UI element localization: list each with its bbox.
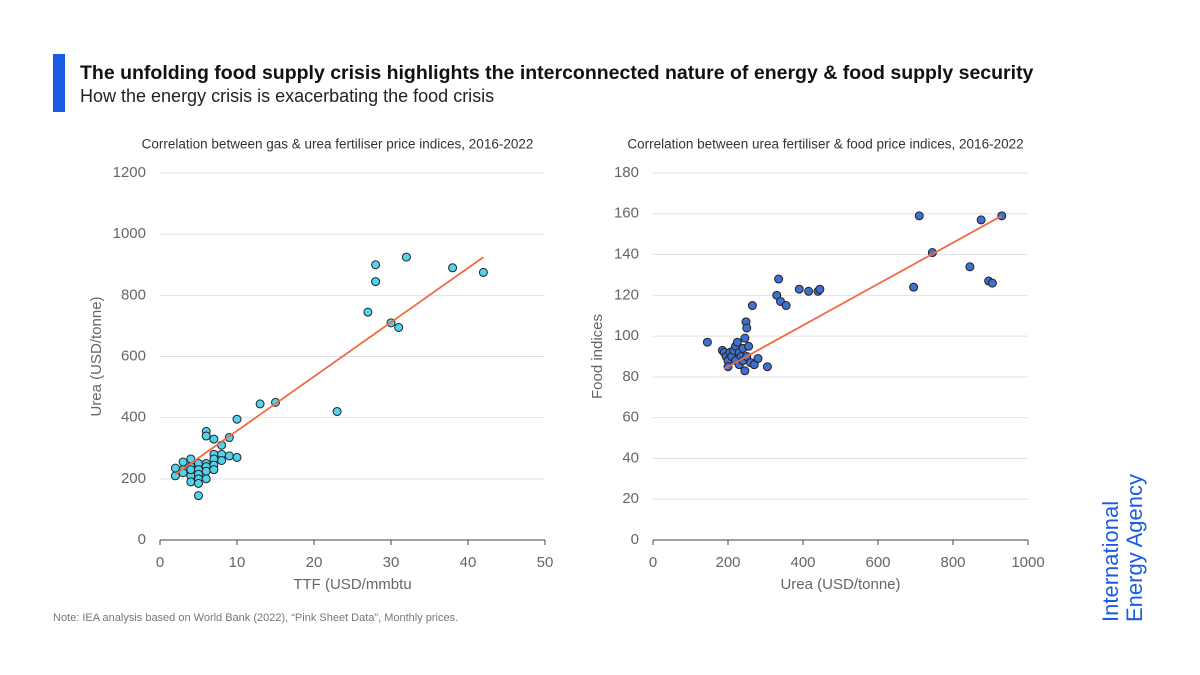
x-tick-label: 0 <box>649 554 657 571</box>
x-axis-label: Urea (USD/tonne) <box>780 576 900 593</box>
x-tick-label: 600 <box>865 554 890 571</box>
scatter-point <box>815 284 825 294</box>
x-tick-label: 800 <box>940 554 965 571</box>
scatter-point <box>401 252 411 262</box>
scatter-point <box>740 333 750 343</box>
chart-title: Correlation between urea fertiliser & fo… <box>627 137 1023 152</box>
scatter-point <box>742 323 752 333</box>
scatter-point <box>332 407 342 417</box>
scatter-point <box>186 465 196 475</box>
scatter-point <box>217 455 227 465</box>
scatter-point <box>371 277 381 287</box>
scatter-point <box>753 354 763 364</box>
x-tick-label: 30 <box>383 554 400 571</box>
scatter-point <box>732 337 742 347</box>
scatter-point <box>209 465 219 475</box>
scatter-point <box>186 477 196 487</box>
scatter-point <box>201 431 211 441</box>
y-tick-label: 0 <box>631 531 639 548</box>
scatter-point <box>747 301 757 311</box>
y-tick-label: 600 <box>121 347 146 364</box>
y-tick-label: 120 <box>614 286 639 303</box>
scatter-point <box>774 274 784 284</box>
scatter-point <box>804 286 814 296</box>
scatter-point <box>914 211 924 221</box>
x-tick-label: 20 <box>306 554 323 571</box>
trend-line <box>723 215 1003 370</box>
y-tick-label: 0 <box>138 531 146 548</box>
y-tick-label: 1200 <box>113 164 146 181</box>
logo: International Energy Agency <box>1098 474 1147 622</box>
y-tick-label: 40 <box>622 449 639 466</box>
scatter-point <box>987 278 997 288</box>
y-tick-label: 20 <box>622 490 639 507</box>
x-tick-label: 10 <box>229 554 246 571</box>
scatter-point <box>976 215 986 225</box>
scatter-point <box>740 366 750 376</box>
scatter-point <box>702 337 712 347</box>
logo-line: Energy Agency <box>1122 474 1147 622</box>
x-axis-label: TTF (USD/mmbtu <box>293 576 411 593</box>
y-tick-label: 100 <box>614 327 639 344</box>
accent-bar <box>53 54 65 112</box>
y-axis-label: Food indices <box>589 314 606 399</box>
scatter-point <box>194 478 203 488</box>
page-title: The unfolding food supply crisis highlig… <box>80 62 1034 84</box>
y-tick-label: 800 <box>121 286 146 303</box>
scatter-point <box>909 282 919 292</box>
scatter-point <box>232 414 242 424</box>
scatter-point <box>965 262 975 272</box>
scatter-point <box>201 466 211 476</box>
y-tick-label: 80 <box>622 368 639 385</box>
x-tick-label: 0 <box>156 554 164 571</box>
scatter-point <box>478 267 488 277</box>
y-axis-label: Urea (USD/tonne) <box>88 296 105 416</box>
scatter-point <box>448 263 458 273</box>
y-tick-label: 1000 <box>113 225 146 242</box>
logo-line: International <box>1098 501 1123 622</box>
scatter-point <box>394 322 404 332</box>
note: Note: IEA analysis based on World Bank (… <box>53 612 458 624</box>
scatter-point <box>255 399 265 409</box>
x-tick-label: 40 <box>460 554 477 571</box>
scatter-point <box>209 434 219 444</box>
scatter-point <box>224 451 234 461</box>
y-tick-label: 60 <box>622 409 639 426</box>
scatter-point <box>794 284 804 294</box>
y-tick-label: 400 <box>121 409 146 426</box>
x-tick-label: 400 <box>790 554 815 571</box>
scatter-point <box>744 341 754 351</box>
scatter-point <box>371 260 381 270</box>
scatter-point <box>762 362 772 372</box>
scatter-point <box>363 307 373 317</box>
scatter-point <box>194 491 203 501</box>
y-tick-label: 160 <box>614 205 639 222</box>
y-tick-label: 180 <box>614 164 639 181</box>
x-tick-label: 1000 <box>1011 554 1044 571</box>
y-tick-label: 200 <box>121 470 146 487</box>
scatter-point <box>781 301 791 311</box>
y-tick-label: 140 <box>614 246 639 263</box>
x-tick-label: 50 <box>537 554 554 571</box>
chart-title: Correlation between gas & urea fertilise… <box>142 137 534 152</box>
x-tick-label: 200 <box>715 554 740 571</box>
scatter-point <box>178 457 188 467</box>
scatter-point <box>232 452 242 462</box>
scatter-point <box>201 474 211 484</box>
scatter-point <box>170 463 180 473</box>
trend-line <box>174 256 484 475</box>
page-subtitle: How the energy crisis is exacerbating th… <box>80 86 494 106</box>
